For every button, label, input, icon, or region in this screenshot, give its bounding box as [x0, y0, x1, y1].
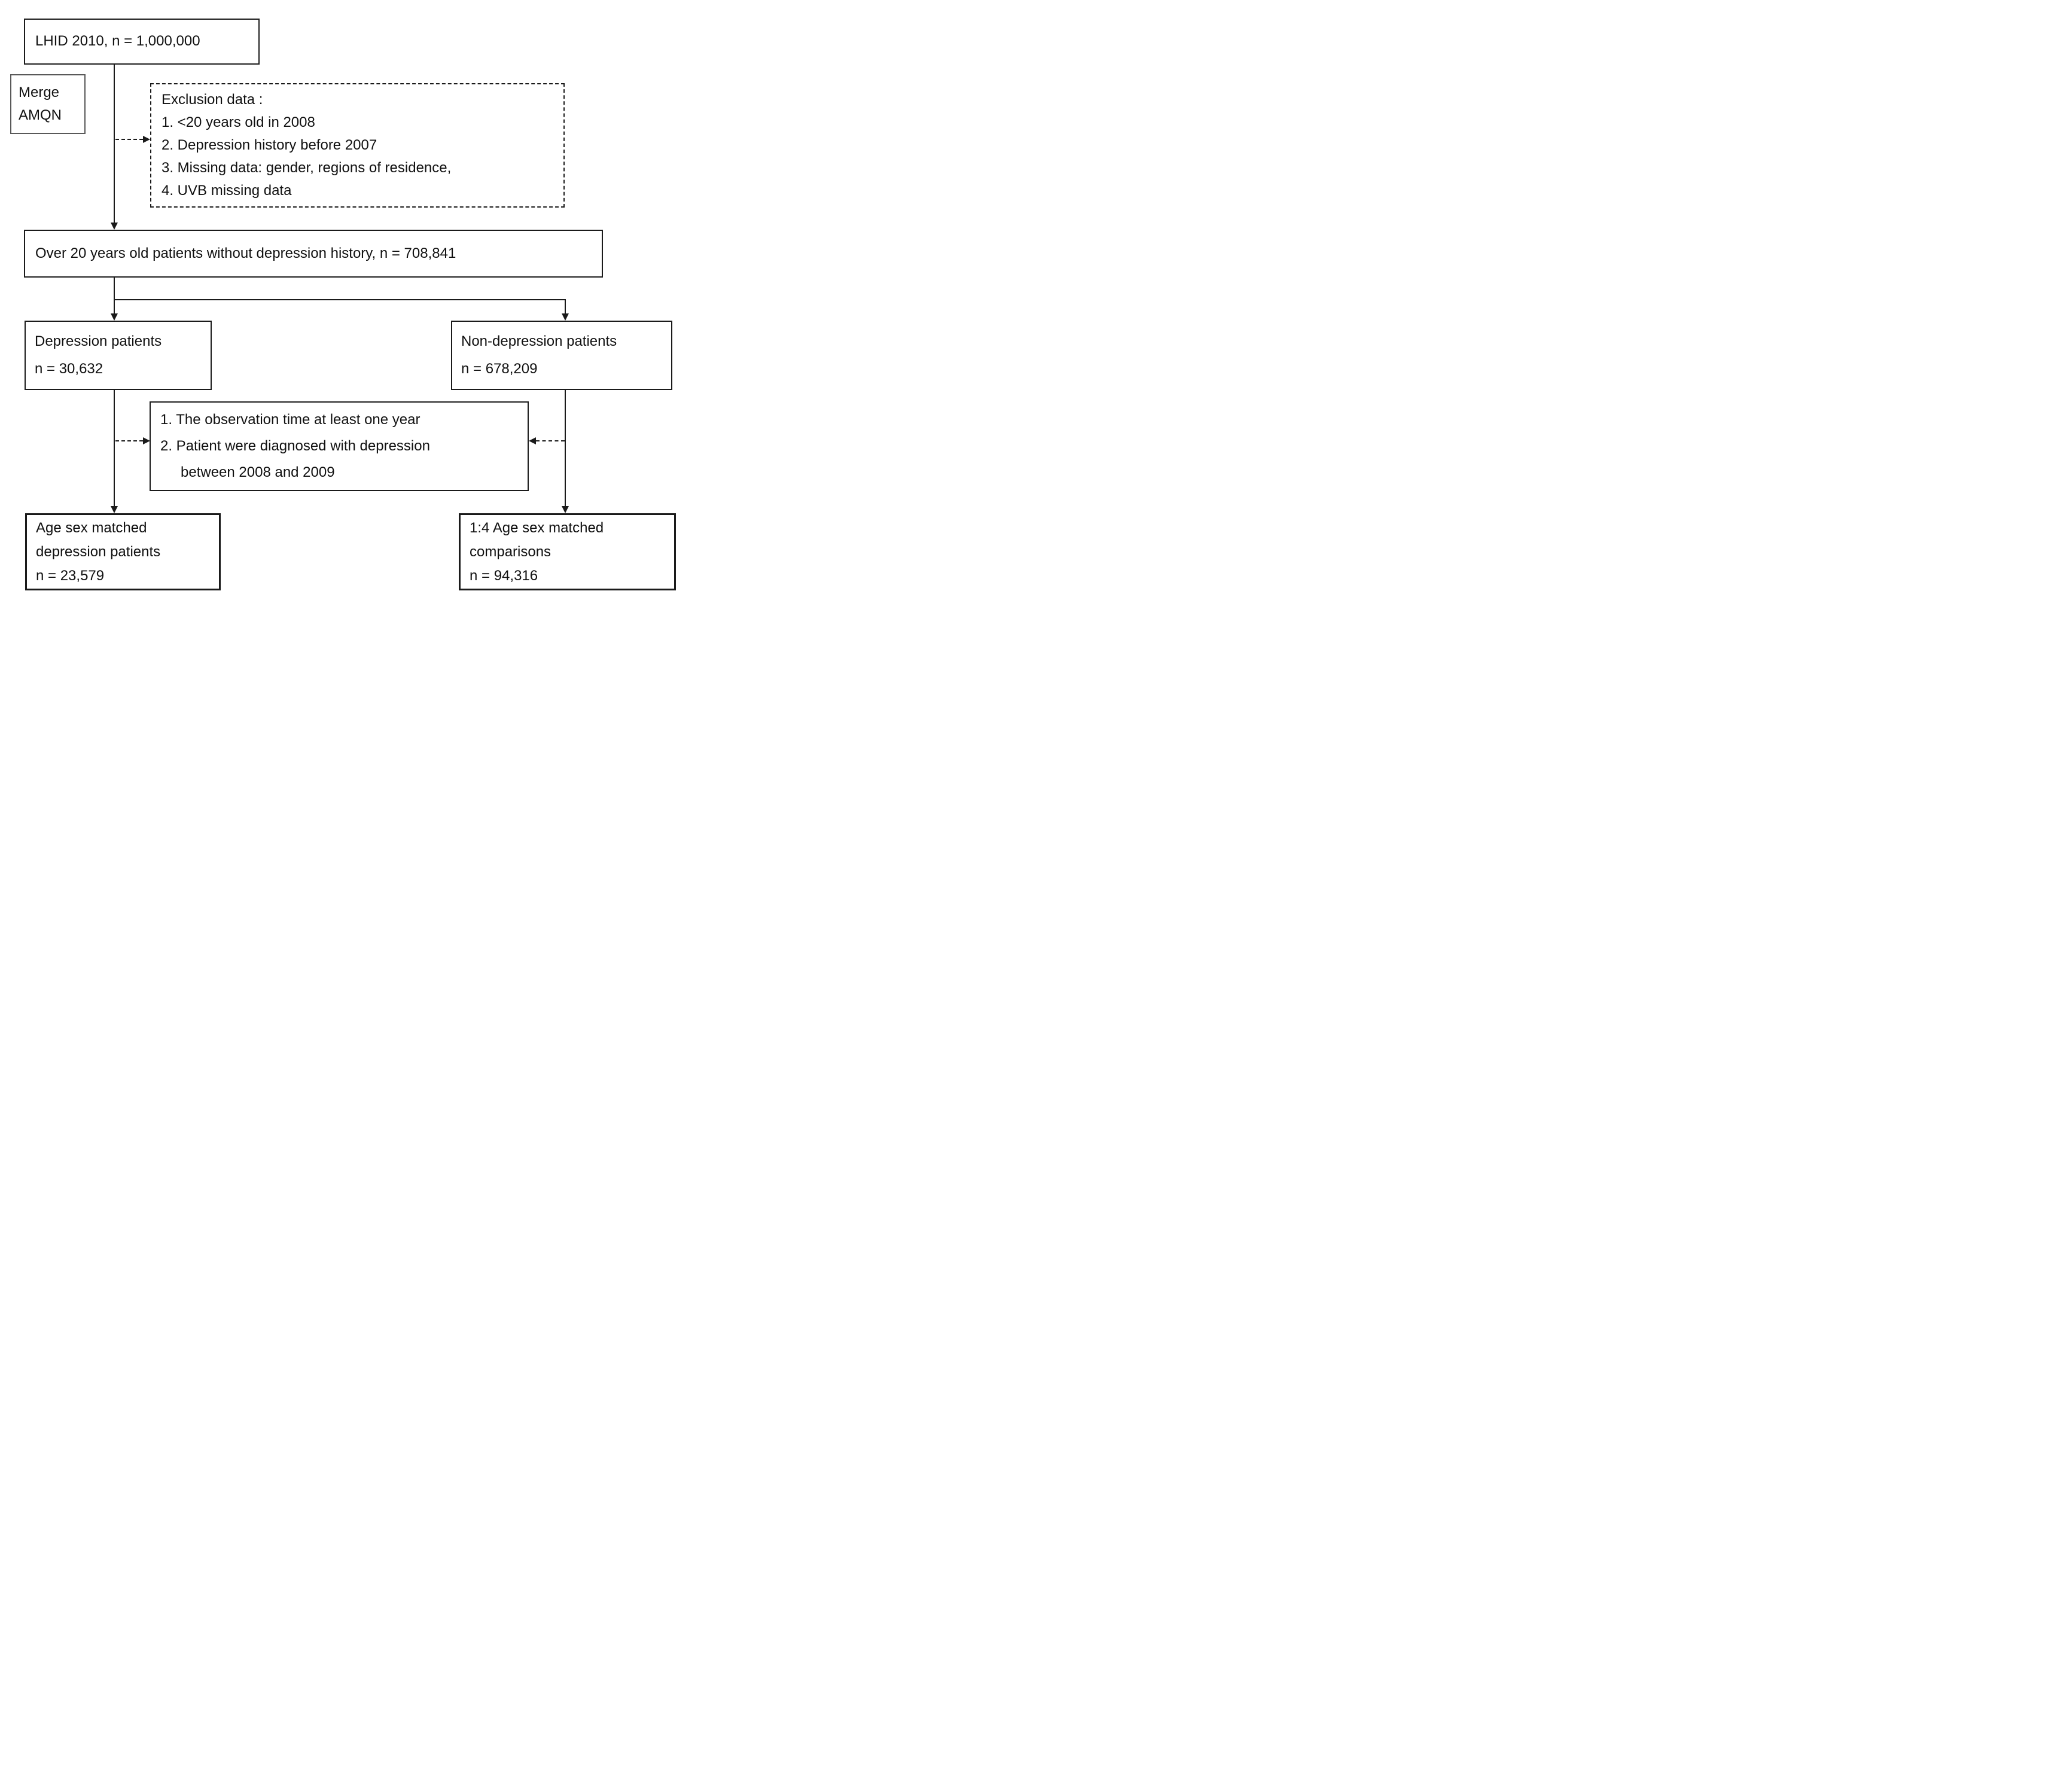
- non-depression-patients-line: n = 678,209: [461, 361, 538, 377]
- selection-criteria-line: 2. Patient were diagnosed with depressio…: [160, 438, 430, 454]
- matched-comparisons-line: comparisons: [470, 543, 551, 560]
- connector-branch-to-non-depression: [565, 299, 566, 314]
- merge-amqn-line: Merge: [19, 84, 60, 100]
- exclusion-line: 3. Missing data: gender, regions of resi…: [162, 160, 452, 176]
- non-depression-patients-line: Non-depression patients: [461, 333, 617, 349]
- arrowhead-right-icon: [143, 437, 150, 444]
- exclusion-line: 1. <20 years old in 2008: [162, 114, 315, 130]
- flowchart-canvas: LHID 2010, n = 1,000,000 Merge AMQN Excl…: [0, 0, 691, 594]
- matched-comparisons-line: n = 94,316: [470, 567, 538, 584]
- box-non-depression-patients: Non-depression patients n = 678,209: [451, 321, 672, 390]
- box-age-sex-matched-comparisons: 1:4 Age sex matched comparisons n = 94,3…: [459, 513, 676, 590]
- arrowhead-down-icon: [111, 223, 118, 230]
- matched-depression-line: Age sex matched: [36, 519, 147, 536]
- exclusion-line: 2. Depression history before 2007: [162, 137, 377, 153]
- connector-non-depression-to-comparisons: [565, 390, 566, 507]
- connector-lhid-to-cohort: [114, 65, 115, 224]
- connector-depression-to-matched: [114, 390, 115, 507]
- arrowhead-down-icon: [562, 506, 569, 513]
- depression-patients-line: Depression patients: [35, 333, 162, 349]
- arrowhead-left-icon: [529, 437, 536, 444]
- matched-depression-line: depression patients: [36, 543, 161, 560]
- arrowhead-right-icon: [143, 136, 150, 143]
- merge-amqn-line: AMQN: [19, 107, 62, 123]
- box-lhid-source: LHID 2010, n = 1,000,000: [24, 19, 260, 65]
- dashed-arrow-to-exclusion: [115, 139, 143, 140]
- depression-patients-line: n = 30,632: [35, 361, 103, 377]
- connector-branch-horizontal: [114, 299, 566, 300]
- matched-depression-line: n = 23,579: [36, 567, 105, 584]
- box-depression-patients: Depression patients n = 30,632: [25, 321, 212, 390]
- exclusion-line: 4. UVB missing data: [162, 182, 292, 199]
- dashed-arrow-right-to-criteria: [536, 440, 565, 441]
- exclusion-line: Exclusion data :: [162, 92, 263, 108]
- over-20-cohort-label: Over 20 years old patients without depre…: [35, 245, 456, 261]
- box-selection-criteria: 1. The observation time at least one yea…: [150, 401, 529, 491]
- selection-criteria-line: 1. The observation time at least one yea…: [160, 412, 421, 428]
- box-merge-amqn: Merge AMQN: [10, 74, 86, 134]
- box-exclusion-criteria: Exclusion data : 1. <20 years old in 200…: [150, 83, 565, 208]
- connector-cohort-to-depression: [114, 278, 115, 314]
- lhid-source-label: LHID 2010, n = 1,000,000: [35, 33, 200, 50]
- selection-criteria-line: between 2008 and 2009: [181, 464, 335, 480]
- box-age-sex-matched-depression: Age sex matched depression patients n = …: [25, 513, 221, 590]
- matched-comparisons-line: 1:4 Age sex matched: [470, 519, 604, 536]
- arrowhead-down-icon: [111, 506, 118, 513]
- arrowhead-down-icon: [562, 313, 569, 321]
- box-over-20-cohort: Over 20 years old patients without depre…: [24, 230, 603, 278]
- arrowhead-down-icon: [111, 313, 118, 321]
- dashed-arrow-left-to-criteria: [115, 440, 143, 441]
